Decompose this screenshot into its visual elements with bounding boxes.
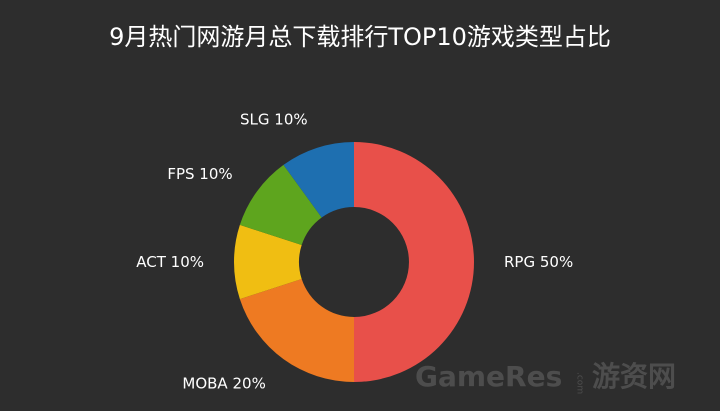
watermark-name: 游资网 [592,360,676,393]
slice-label: FPS 10% [167,164,232,182]
donut-slice [234,224,302,300]
slice-category: RPG [504,253,535,271]
donut-slice [283,142,354,218]
slice-label: ACT 10% [136,253,204,271]
slice-value-label: 10% [199,164,232,182]
slice-value-label: 20% [232,374,265,392]
slice-category: MOBA [182,374,228,392]
slice-label: MOBA 20% [182,374,265,392]
slice-category: ACT [136,253,166,271]
slice-value-label: 10% [171,253,204,271]
donut-slice [354,142,474,382]
slice-value-label: 10% [274,110,307,128]
donut-slice [239,278,354,382]
slice-label: RPG 50% [504,253,573,271]
slice-category: FPS [167,164,194,182]
watermark-domain: .com [575,372,585,394]
watermark-brand: GameRes [415,360,562,393]
donut-slice [239,164,322,246]
slice-value-label: 50% [540,253,573,271]
watermark: GameRes .com 游资网 [415,360,676,394]
chart-title: 9月热门网游月总下载排行TOP10游戏类型占比 [109,23,611,51]
slice-category: SLG [240,110,270,128]
slice-label: SLG 10% [240,110,308,128]
